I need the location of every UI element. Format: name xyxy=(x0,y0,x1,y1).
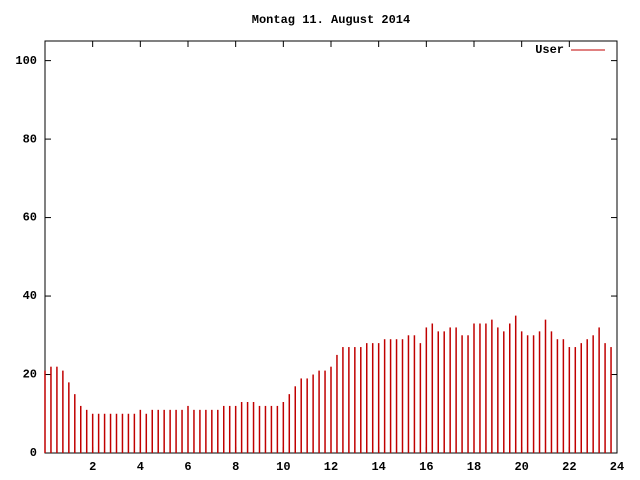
x-tick-label: 2 xyxy=(89,460,96,474)
x-tick-label: 6 xyxy=(184,460,191,474)
x-tick-label: 8 xyxy=(232,460,239,474)
x-tick-label: 22 xyxy=(562,460,576,474)
y-tick-label: 40 xyxy=(23,289,37,303)
x-tick-label: 12 xyxy=(324,460,338,474)
y-tick-label: 100 xyxy=(15,54,37,68)
x-tick-label: 18 xyxy=(467,460,481,474)
y-tick-label: 0 xyxy=(30,446,37,460)
x-tick-label: 20 xyxy=(514,460,528,474)
y-tick-label: 80 xyxy=(23,132,37,146)
y-tick-label: 20 xyxy=(23,368,37,382)
y-tick-label: 60 xyxy=(23,211,37,225)
x-tick-label: 10 xyxy=(276,460,290,474)
x-tick-label: 14 xyxy=(371,460,385,474)
legend-label: User xyxy=(535,43,564,57)
x-tick-label: 16 xyxy=(419,460,433,474)
x-tick-label: 4 xyxy=(137,460,144,474)
x-tick-label: 24 xyxy=(610,460,624,474)
chart-title: Montag 11. August 2014 xyxy=(252,13,410,27)
